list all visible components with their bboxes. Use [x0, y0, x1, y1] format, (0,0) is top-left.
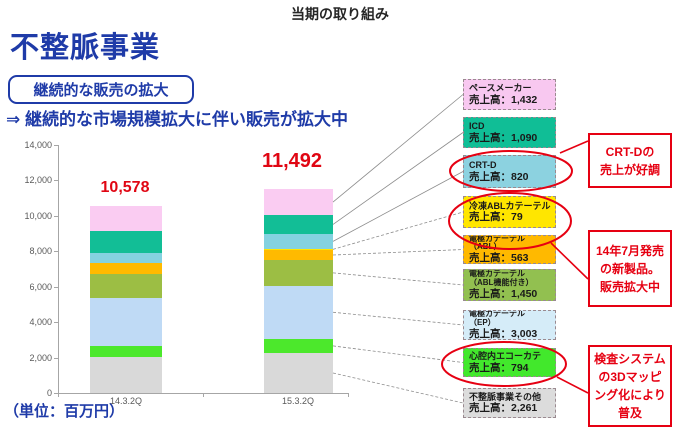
segment-connector-line — [332, 345, 464, 363]
callout-line: 検査システム — [594, 352, 666, 366]
legend-item-name: 電極カテーテル — [469, 269, 525, 279]
slide-title: 当期の取り組み — [291, 6, 389, 22]
legend-item-name: ICD — [469, 121, 485, 132]
y-axis-tick — [54, 251, 58, 253]
legend-box-4: 冷凍ABLカテーテル 売上高：79 — [463, 196, 556, 228]
bar-segment-14.3.2Q — [90, 263, 162, 275]
legend-box-3: CRT-D 売上高：820 — [463, 155, 556, 188]
segment-connector-line — [332, 132, 464, 225]
legend-item-name: （ABL機能付き） — [469, 277, 534, 287]
callout-box-3: 検査システム の3Dマッピ ング化により 普及 — [588, 345, 672, 427]
legend-item-value: 売上高：794 — [469, 361, 529, 374]
bar-segment-14.3.2Q — [90, 230, 162, 253]
legend-item-value: 売上高：1,432 — [469, 93, 538, 106]
y-axis-tick-label: 2,000 — [29, 352, 52, 363]
bar-segment-15.3.2Q — [264, 248, 333, 251]
legend-box-1: ペースメーカー 売上高：1,432 — [463, 79, 556, 110]
legend-box-5: 電極カテーテル （ABL） 売上高：563 — [463, 235, 556, 264]
segment-connector-line — [332, 372, 464, 404]
segment-connector-line — [332, 311, 464, 326]
y-axis-tick-label: 14,000 — [24, 140, 52, 150]
bar-segment-15.3.2Q — [264, 338, 333, 353]
bar-segment-14.3.2Q — [90, 297, 162, 347]
callout-line: ング化により — [594, 388, 666, 402]
x-axis-tick — [58, 393, 59, 397]
callout-line: の3Dマッピ — [598, 370, 662, 384]
legend-item-name: 冷凍ABLカテーテル — [469, 200, 551, 211]
legend-item-value: 売上高：79 — [469, 211, 523, 223]
callout-leader-line — [559, 140, 589, 154]
unit-label: （単位：百万円） — [4, 403, 125, 420]
y-axis-tick-label: 0 — [46, 388, 52, 398]
bar-segment-15.3.2Q — [264, 234, 333, 249]
y-axis-tick-label: 12,000 — [24, 175, 52, 186]
segment-connector-line — [332, 171, 464, 242]
legend-item-name: ペースメーカー — [469, 83, 532, 94]
callout-leader-line — [556, 376, 589, 394]
bar-segment-14.3.2Q — [90, 357, 162, 393]
callout-leader-line — [550, 242, 589, 280]
y-axis-tick — [54, 393, 58, 394]
y-axis-tick — [54, 180, 58, 182]
bar-segment-15.3.2Q — [264, 214, 333, 235]
bar-segment-15.3.2Q — [264, 260, 333, 286]
bar-segment-15.3.2Q — [264, 250, 333, 260]
section-title: 不整脈事業 — [10, 32, 161, 64]
y-axis-tick — [54, 215, 58, 217]
legend-item-value: 売上高：3,003 — [469, 327, 538, 340]
bar-total-label: 10,578 — [100, 178, 150, 196]
bar-segment-15.3.2Q — [264, 189, 333, 215]
key-statement: ⇒ 継続的な市場規模拡大に伴い販売が拡大中 — [6, 110, 348, 129]
legend-box-6: 電極カテーテル （ABL機能付き） 売上高：1,450 — [463, 269, 556, 301]
bar-total-label: 11,492 — [261, 150, 323, 173]
callout-line: CRT-Dの — [605, 144, 655, 159]
legend-item-value: 売上高：2,261 — [469, 402, 538, 414]
segment-connector-line — [332, 249, 464, 256]
x-axis-category-label: 15.3.2Q — [281, 396, 315, 406]
bar-segment-15.3.2Q — [264, 352, 333, 393]
x-axis-category-label: 14.3.2Q — [109, 396, 143, 406]
strategy-badge: 継続的な販売の拡大 — [8, 75, 194, 104]
legend-item-value: 売上高：1,090 — [469, 131, 538, 144]
legend-box-2: ICD 売上高：1,090 — [463, 117, 556, 148]
legend-item-name: 不整脈事業その他 — [469, 391, 542, 402]
bar-segment-14.3.2Q — [90, 205, 162, 231]
y-axis-tick-label: 8,000 — [29, 246, 52, 257]
y-axis-tick — [54, 357, 58, 359]
y-axis-tick — [54, 145, 58, 146]
legend-item-name: 電極カテーテル — [469, 310, 525, 319]
y-axis-tick — [54, 286, 58, 288]
callout-line: 普及 — [617, 406, 642, 420]
bar-segment-14.3.2Q — [90, 252, 162, 264]
legend-item-name: 心腔内エコーカテ — [469, 351, 542, 362]
segment-connector-line — [332, 211, 464, 250]
legend-box-7: 電極カテーテル （EP） 売上高：3,003 — [463, 310, 556, 340]
y-axis-tick-label: 10,000 — [24, 210, 52, 221]
x-axis-tick — [348, 393, 349, 397]
legend-item-value: 売上高：1,450 — [469, 287, 538, 300]
legend-item-name: （EP） — [469, 317, 496, 327]
callout-box-2: 14年7月発売 の新製品。販売拡大中 — [588, 230, 672, 307]
callout-line: の新製品。 — [599, 261, 660, 276]
callout-line: 販売拡大中 — [599, 279, 660, 294]
y-axis-tick-label: 6,000 — [29, 281, 52, 292]
segment-connector-line — [332, 272, 464, 286]
legend-item-value: 売上高：820 — [469, 170, 529, 183]
legend-item-name: CRT-D — [469, 160, 497, 171]
y-axis-tick — [54, 322, 58, 324]
y-axis-tick-label: 4,000 — [29, 317, 52, 328]
segment-connector-line — [332, 94, 464, 203]
callout-line: 売上が好調 — [599, 162, 660, 177]
legend-box-8: 心腔内エコーカテ 売上高：794 — [463, 348, 556, 377]
legend-box-9: 不整脈事業その他 売上高：2,261 — [463, 388, 556, 418]
bar-segment-14.3.2Q — [90, 346, 162, 358]
x-axis-tick — [203, 393, 204, 397]
y-axis-line — [58, 145, 59, 393]
callout-line: 14年7月発売 — [595, 243, 665, 258]
legend-item-value: 売上高：563 — [469, 252, 529, 264]
bar-segment-14.3.2Q — [90, 274, 162, 298]
bar-segment-15.3.2Q — [264, 285, 333, 339]
callout-box-1: CRT-Dの 売上が好調 — [588, 133, 672, 188]
